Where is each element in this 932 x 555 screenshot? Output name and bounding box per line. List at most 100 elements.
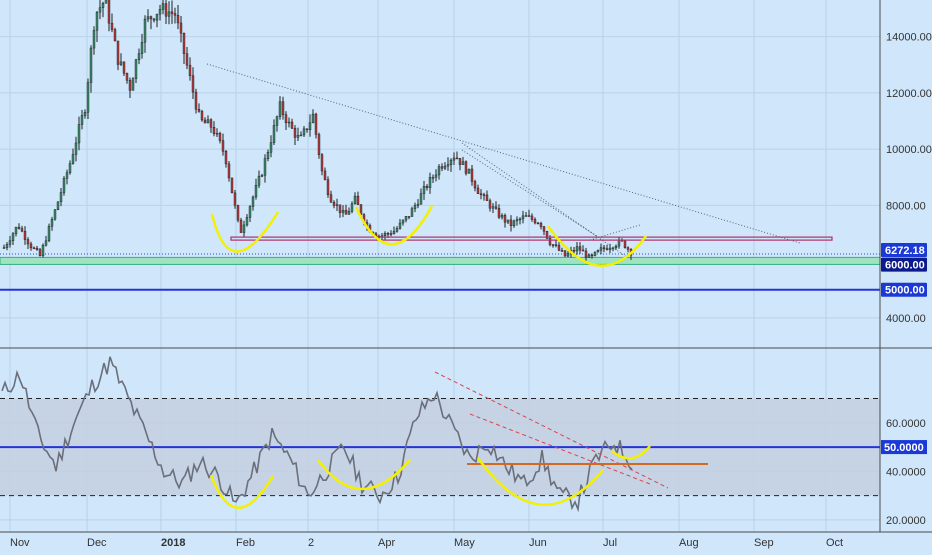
candle-body (401, 219, 405, 224)
candle-body (80, 115, 84, 125)
candle-body (272, 125, 276, 143)
candle-body (554, 244, 558, 246)
main-downtrend-line (206, 63, 801, 244)
candle-body (482, 194, 486, 196)
candle-body (473, 181, 477, 189)
candle-body (560, 250, 564, 252)
candle-body (464, 161, 468, 174)
candle-body (221, 140, 225, 152)
candle-body (14, 226, 18, 234)
candle-body (161, 3, 165, 10)
candle-body (281, 101, 285, 115)
current-price-label-bg (881, 242, 927, 257)
candle-body (206, 119, 210, 124)
candle-body (494, 206, 498, 209)
candle-body (458, 158, 462, 165)
candle-body (29, 243, 33, 249)
candle-body (413, 205, 417, 209)
candle-body (302, 128, 306, 136)
candle-body (287, 121, 291, 124)
price-tick-label-2: 8000.00 (886, 200, 926, 212)
candle-body (140, 42, 144, 54)
candle-body (227, 163, 231, 179)
candle-body (467, 168, 471, 174)
time-tick-label-10: Sep (754, 537, 774, 549)
candle-body (35, 247, 39, 250)
price-tick-label-5: 14000.00 (886, 32, 932, 44)
candle-body (218, 133, 222, 141)
candle-body (20, 228, 24, 232)
rsi-mid-label: 50.0000 (884, 442, 924, 454)
candle-body (191, 75, 195, 93)
candle-body (626, 247, 630, 250)
candle-body (305, 128, 309, 131)
candle-body (521, 215, 525, 220)
candle-body (92, 30, 96, 49)
candle-body (410, 208, 414, 217)
candle-body (44, 240, 48, 246)
candle-body (233, 192, 237, 206)
candle-body (263, 158, 267, 176)
rsi-arc-apr (316, 459, 411, 491)
candle-body (461, 161, 465, 165)
candlestick-series (2, 0, 633, 263)
candle-body (158, 9, 162, 15)
candle-body (101, 3, 105, 8)
candle-body (488, 200, 492, 209)
time-tick-label-0: Nov (10, 537, 30, 549)
drawn-annotations (206, 63, 833, 267)
candle-body (11, 233, 15, 241)
candle-body (428, 177, 432, 188)
candle-body (524, 215, 528, 217)
candle-body (548, 238, 552, 245)
candle-body (323, 170, 327, 180)
candle-body (230, 177, 234, 194)
candle-body (26, 239, 30, 245)
candle-body (515, 219, 519, 222)
candle-body (107, 0, 111, 24)
candle-body (356, 195, 360, 205)
candle-body (485, 194, 489, 201)
candle-body (353, 195, 357, 204)
candle-body (326, 179, 330, 195)
candle-body (539, 223, 543, 227)
candle-body (479, 193, 483, 195)
price-tick-label-3: 10000.00 (886, 144, 932, 156)
candle-body (236, 205, 240, 221)
candle-body (179, 22, 183, 34)
candle-body (239, 219, 243, 233)
candle-body (509, 219, 513, 227)
candle-body (98, 7, 102, 13)
candle-body (566, 252, 570, 257)
rsi-arc-jul (611, 445, 651, 460)
price-tick-label-4: 12000.00 (886, 88, 932, 100)
candle-body (347, 211, 351, 215)
candle-body (443, 165, 447, 169)
candle-body (584, 250, 588, 258)
candle-body (491, 206, 495, 209)
candle-body (47, 226, 51, 242)
candle-body (62, 178, 66, 193)
candle-body (23, 230, 27, 240)
candle-body (170, 11, 174, 14)
candle-body (389, 233, 393, 235)
candle-body (77, 124, 81, 144)
candle-body (470, 168, 474, 182)
candle-body (95, 11, 99, 31)
candle-body (251, 196, 255, 207)
candle-body (86, 82, 90, 113)
candle-body (17, 226, 21, 229)
candle-body (275, 116, 279, 126)
candle-body (512, 220, 516, 227)
candle-body (167, 11, 171, 17)
rsi-arc-jun (476, 457, 604, 506)
rsi-tick-label-2: 60.0000 (886, 418, 926, 430)
candle-body (131, 78, 135, 91)
candle-body (344, 210, 348, 215)
candle-body (503, 215, 507, 223)
candle-body (506, 219, 510, 223)
candle-body (332, 202, 336, 206)
candle-body (248, 206, 252, 218)
candle-body (407, 216, 411, 218)
